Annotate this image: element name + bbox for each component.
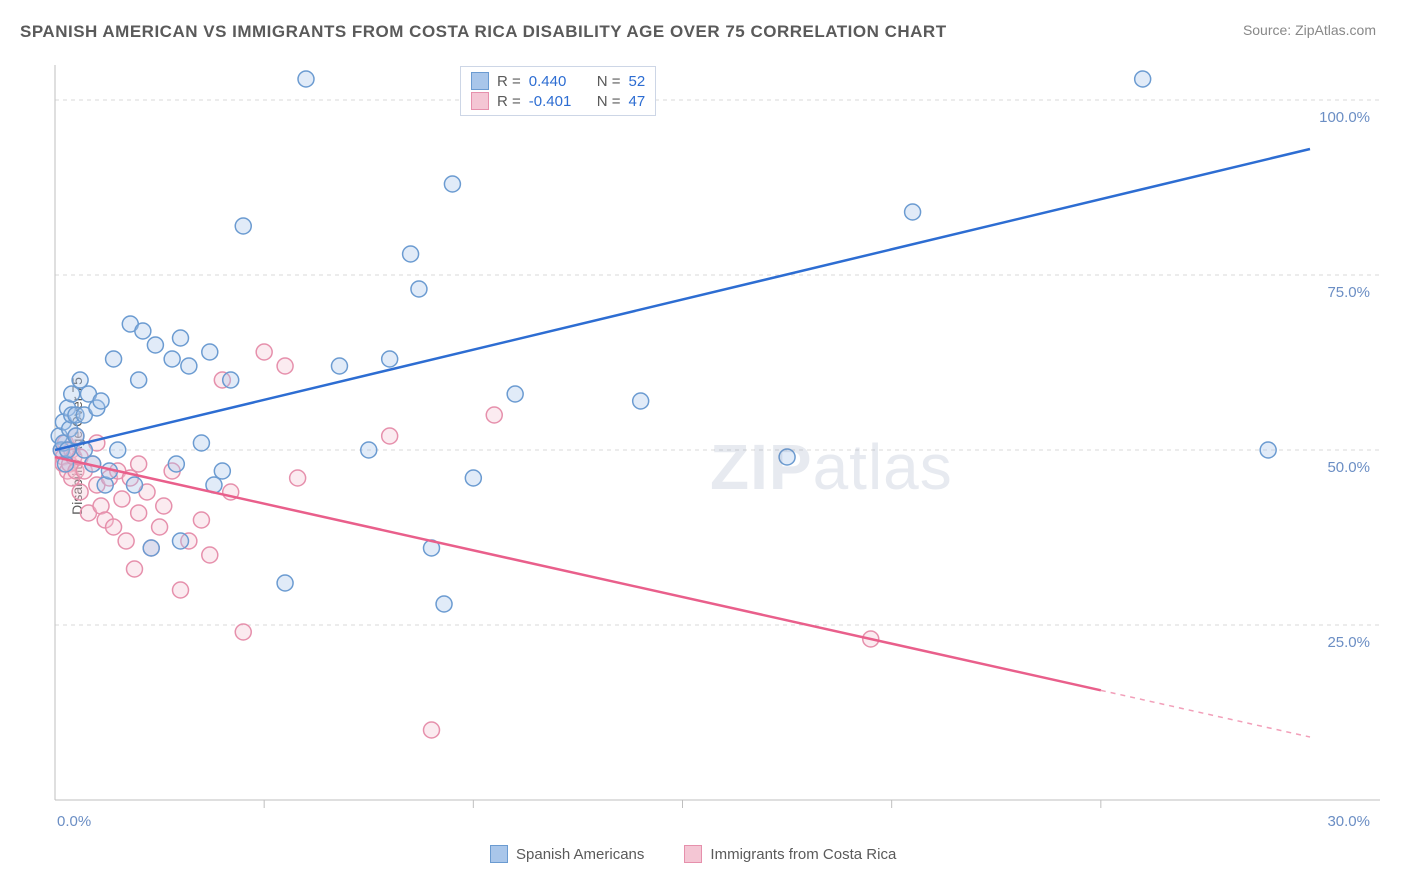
scatter-point xyxy=(1135,71,1151,87)
scatter-point xyxy=(106,351,122,367)
legend-correlation-row: R = 0.440 N = 52 xyxy=(471,71,645,91)
scatter-point xyxy=(173,582,189,598)
scatter-point xyxy=(72,372,88,388)
scatter-point xyxy=(905,204,921,220)
y-tick-label: 75.0% xyxy=(1327,284,1370,301)
scatter-point xyxy=(131,505,147,521)
legend-swatch xyxy=(471,92,489,110)
n-value: 47 xyxy=(629,93,646,110)
scatter-point xyxy=(444,176,460,192)
scatter-point xyxy=(202,547,218,563)
source-link[interactable]: ZipAtlas.com xyxy=(1295,22,1376,38)
scatter-point xyxy=(235,624,251,640)
scatter-point xyxy=(1260,442,1276,458)
scatter-point xyxy=(64,386,80,402)
scatter-point xyxy=(68,428,84,444)
scatter-point xyxy=(411,281,427,297)
r-value: 0.440 xyxy=(529,73,589,90)
scatter-point xyxy=(290,470,306,486)
trend-line xyxy=(55,149,1310,450)
source-attribution: Source: ZipAtlas.com xyxy=(1243,22,1376,38)
scatter-point xyxy=(256,344,272,360)
scatter-point xyxy=(633,393,649,409)
scatter-point xyxy=(106,519,122,535)
scatter-point xyxy=(93,393,109,409)
chart-title: SPANISH AMERICAN VS IMMIGRANTS FROM COST… xyxy=(20,22,947,42)
trend-line-extrapolated xyxy=(1101,690,1310,737)
scatter-point xyxy=(779,449,795,465)
y-tick-label: 100.0% xyxy=(1319,109,1370,126)
scatter-point xyxy=(235,218,251,234)
plot-area: 25.0%50.0%75.0%100.0%0.0%30.0% ZIPatlas … xyxy=(50,60,1380,830)
scatter-point xyxy=(193,435,209,451)
scatter-point xyxy=(143,540,159,556)
scatter-point xyxy=(298,71,314,87)
x-tick-label: 30.0% xyxy=(1327,813,1370,830)
scatter-point xyxy=(173,330,189,346)
legend-correlation: R = 0.440 N = 52 R = -0.401 N = 47 xyxy=(460,66,656,116)
legend-correlation-row: R = -0.401 N = 47 xyxy=(471,91,645,111)
legend-series-label: Spanish Americans xyxy=(516,846,644,863)
scatter-point xyxy=(181,358,197,374)
r-label: R = xyxy=(497,93,521,110)
scatter-point xyxy=(135,323,151,339)
legend-series-item: Immigrants from Costa Rica xyxy=(684,845,896,863)
legend-series: Spanish Americans Immigrants from Costa R… xyxy=(490,845,896,863)
scatter-plot-svg: 25.0% 50.0% 75.0% 100.0% 0.0% 30.0% xyxy=(50,60,1380,830)
r-value: -0.401 xyxy=(529,93,589,110)
legend-swatch xyxy=(471,72,489,90)
y-tick-label: 25.0% xyxy=(1327,634,1370,651)
scatter-point xyxy=(424,722,440,738)
r-label: R = xyxy=(497,73,521,90)
n-value: 52 xyxy=(629,73,646,90)
scatter-point xyxy=(507,386,523,402)
scatter-point xyxy=(110,442,126,458)
scatter-point xyxy=(214,463,230,479)
scatter-point xyxy=(486,407,502,423)
chart-container: SPANISH AMERICAN VS IMMIGRANTS FROM COST… xyxy=(0,0,1406,892)
legend-series-item: Spanish Americans xyxy=(490,845,644,863)
scatter-point xyxy=(382,428,398,444)
scatter-point xyxy=(126,561,142,577)
scatter-point xyxy=(277,358,293,374)
scatter-point xyxy=(193,512,209,528)
scatter-point xyxy=(465,470,481,486)
scatter-point xyxy=(277,575,293,591)
scatter-point xyxy=(361,442,377,458)
trend-line xyxy=(55,457,1101,690)
legend-series-label: Immigrants from Costa Rica xyxy=(710,846,896,863)
scatter-point xyxy=(114,491,130,507)
scatter-point xyxy=(164,351,180,367)
scatter-point xyxy=(147,337,163,353)
scatter-point xyxy=(436,596,452,612)
scatter-point xyxy=(72,484,88,500)
scatter-point xyxy=(126,477,142,493)
n-label: N = xyxy=(597,73,621,90)
scatter-point xyxy=(403,246,419,262)
scatter-point xyxy=(331,358,347,374)
scatter-point xyxy=(156,498,172,514)
scatter-point xyxy=(223,372,239,388)
scatter-point xyxy=(173,533,189,549)
legend-swatch xyxy=(684,845,702,863)
x-tick-label: 0.0% xyxy=(57,813,91,830)
n-label: N = xyxy=(597,93,621,110)
scatter-point xyxy=(202,344,218,360)
legend-swatch xyxy=(490,845,508,863)
scatter-point xyxy=(382,351,398,367)
scatter-point xyxy=(152,519,168,535)
scatter-point xyxy=(131,456,147,472)
y-tick-label: 50.0% xyxy=(1327,459,1370,476)
scatter-point xyxy=(131,372,147,388)
scatter-point xyxy=(118,533,134,549)
scatter-point xyxy=(168,456,184,472)
